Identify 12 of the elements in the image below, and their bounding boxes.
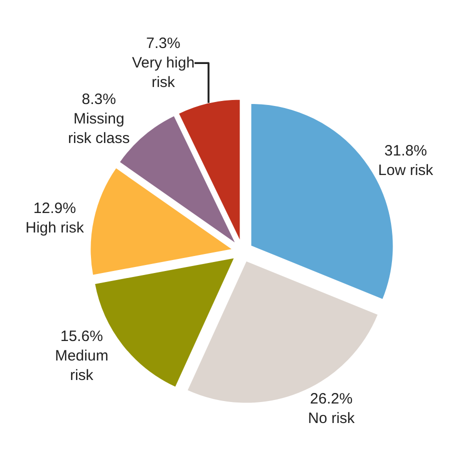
slice-label: Medium risk xyxy=(54,347,108,384)
data-label: 26.2% xyxy=(310,390,353,408)
slice-label: No risk xyxy=(308,410,356,428)
data-label: 7.3% xyxy=(146,35,180,52)
data-label: 15.6% xyxy=(60,328,103,345)
slice-label: Very high risk xyxy=(132,54,195,92)
slice-label: Missing risk class xyxy=(68,110,130,148)
data-label: 8.3% xyxy=(82,91,116,108)
data-label: 31.8% xyxy=(384,142,427,160)
data-label: 12.9% xyxy=(33,200,76,218)
slice-label: Low risk xyxy=(378,162,434,179)
slice-label: High risk xyxy=(26,220,84,237)
